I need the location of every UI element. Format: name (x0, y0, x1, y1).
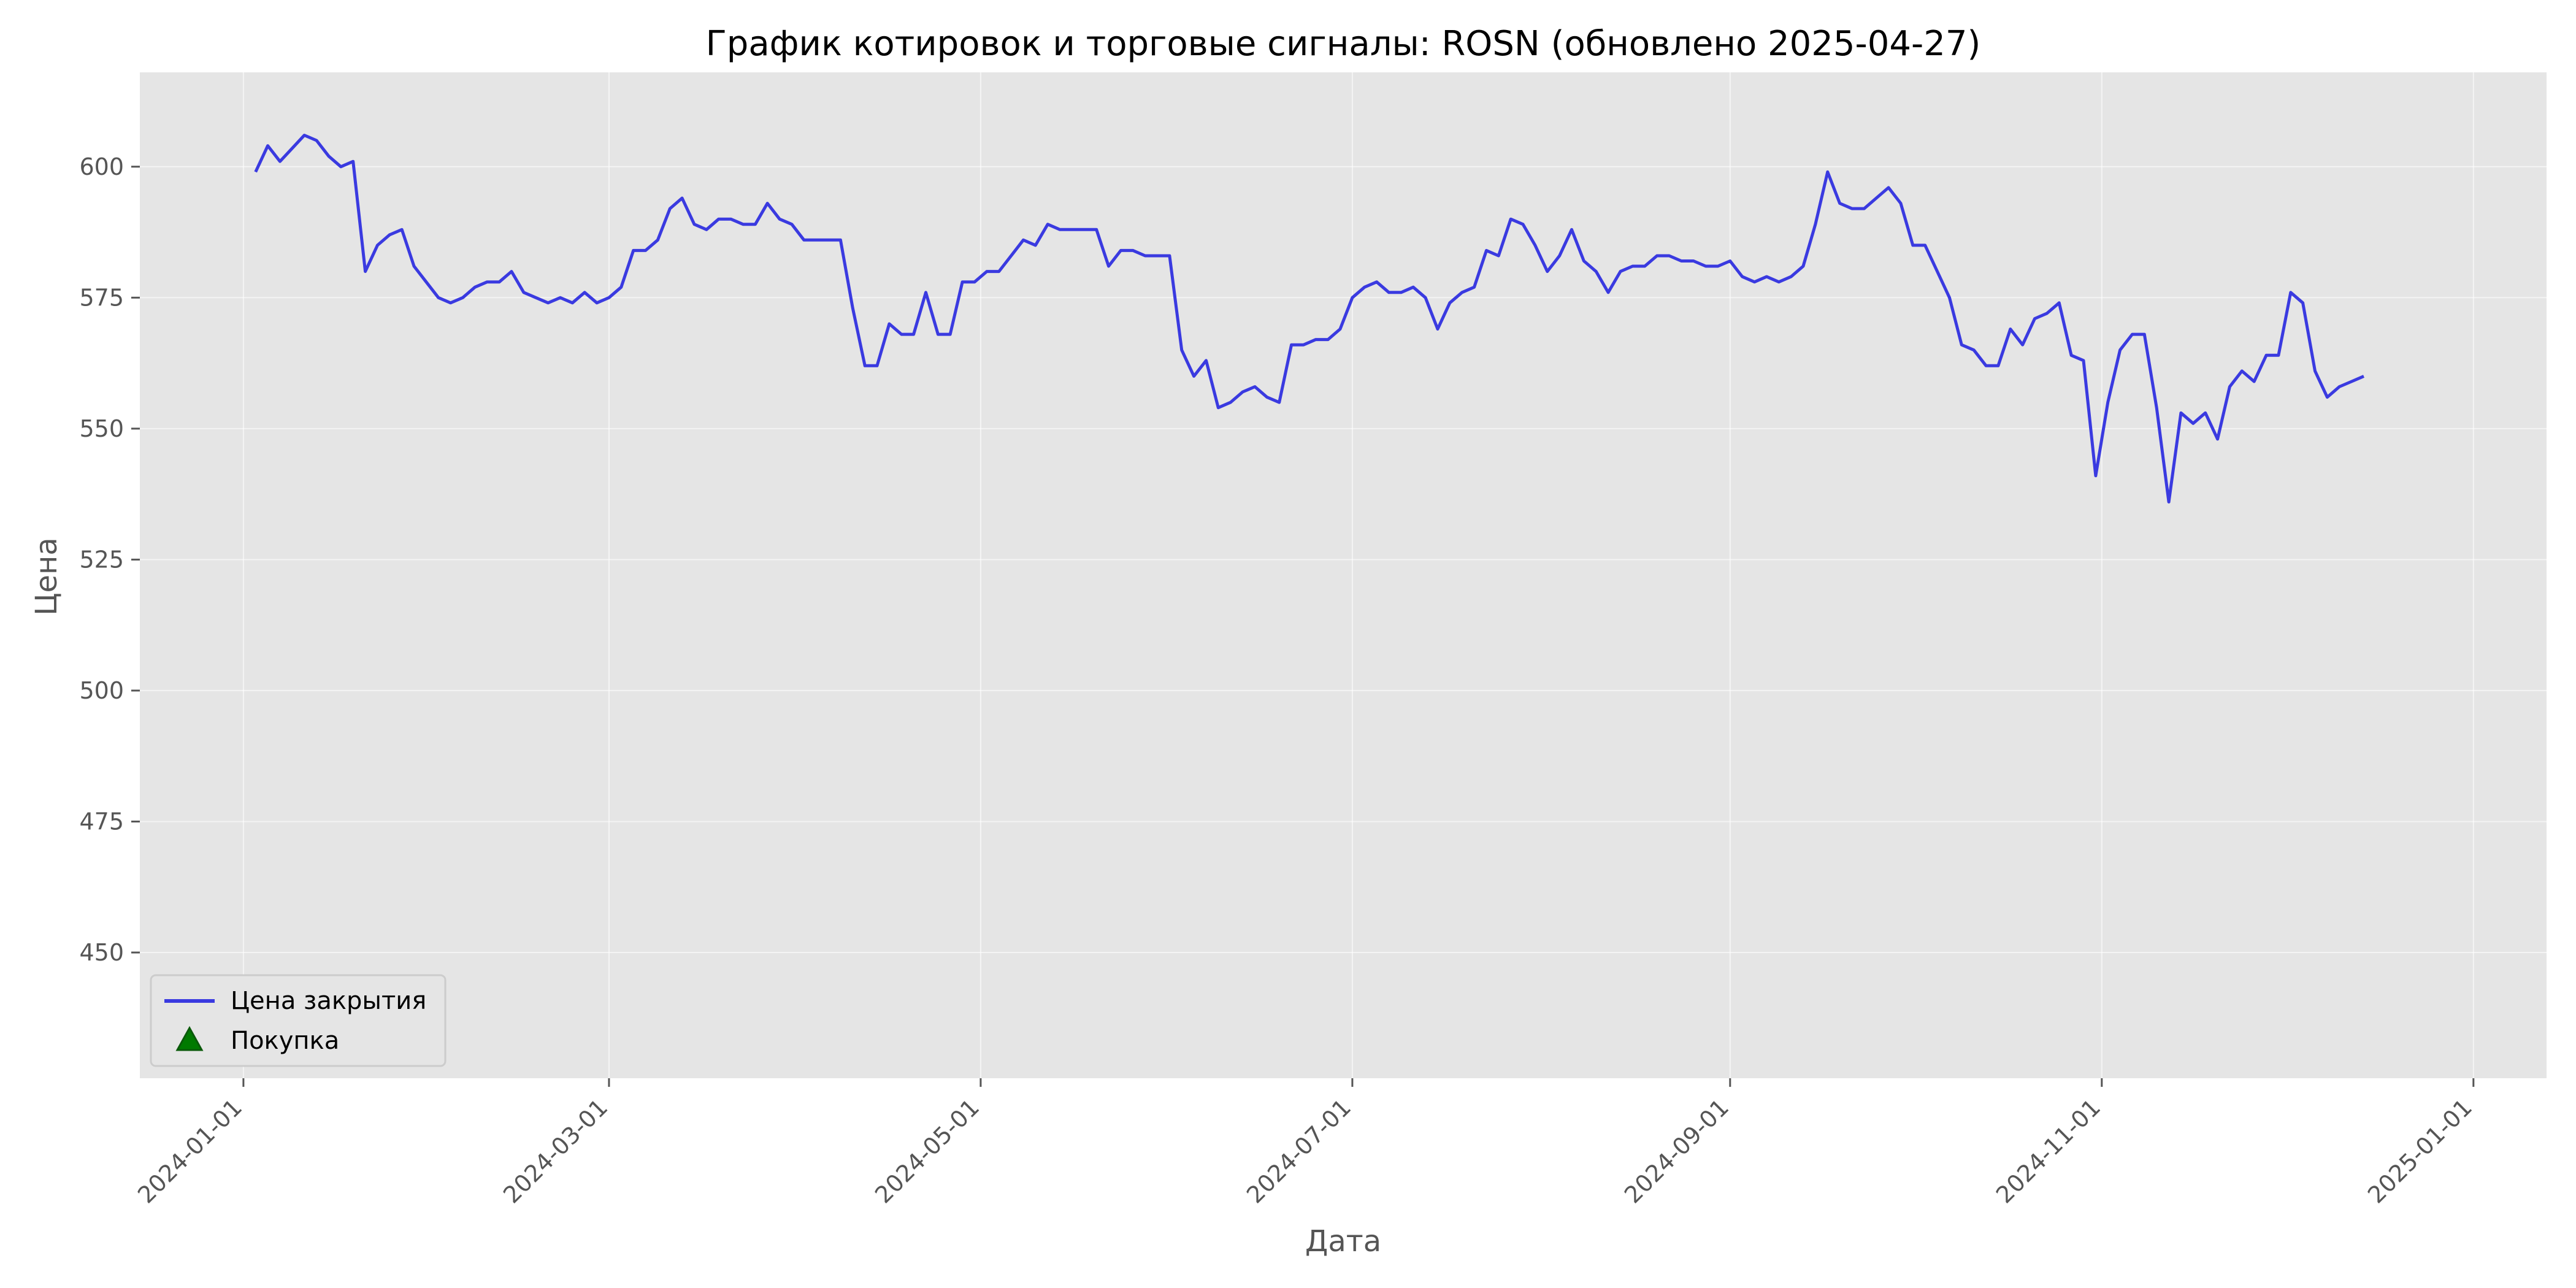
plot-area (140, 72, 2547, 1078)
y-tick-label: 475 (79, 808, 124, 835)
legend: Цена закрытия Покупка (150, 974, 447, 1067)
x-tick-label: 2025-01-01 (2363, 1094, 2477, 1208)
x-tick-label: 2024-09-01 (1619, 1094, 1734, 1208)
x-tick-label: 2024-07-01 (1241, 1094, 1356, 1208)
y-axis-label: Цена (29, 537, 64, 616)
x-tick-label: 2024-11-01 (1991, 1094, 2106, 1208)
series (254, 134, 2364, 504)
y-tick-label: 525 (79, 546, 124, 573)
y-tick-label: 575 (79, 284, 124, 311)
x-tick-label: 2024-03-01 (498, 1094, 613, 1208)
y-tick-label: 450 (79, 939, 124, 966)
y-tick-label: 600 (79, 153, 124, 180)
legend-marker-swatch (175, 1025, 204, 1051)
grid (140, 72, 2547, 1078)
legend-box (150, 974, 447, 1067)
x-tick-label: 2024-05-01 (870, 1094, 984, 1208)
y-tick-label: 500 (79, 677, 124, 704)
x-tick-label: 2024-01-01 (132, 1094, 247, 1208)
legend-line-label: Цена закрытия (231, 987, 426, 1015)
x-axis-label: Дата (1305, 1224, 1381, 1259)
legend-marker-label: Покупка (231, 1027, 339, 1055)
y-tick-label: 550 (79, 415, 124, 442)
price-line (254, 134, 2364, 504)
chart-title: График котировок и торговые сигналы: ROS… (706, 24, 1981, 64)
